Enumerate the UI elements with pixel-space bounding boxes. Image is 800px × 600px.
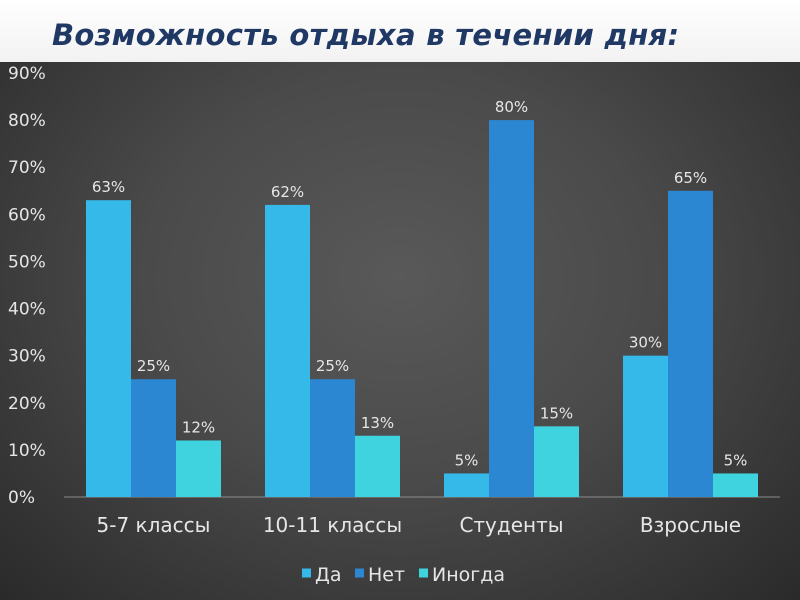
y-tick-label: 20% bbox=[8, 394, 46, 414]
bar-Да-2 bbox=[265, 204, 310, 497]
bar-Да-1 bbox=[86, 200, 131, 497]
data-label: 30% bbox=[629, 334, 662, 352]
y-tick-label: 30% bbox=[8, 347, 46, 367]
legend-label: Иногда bbox=[432, 564, 505, 586]
y-tick-label: 10% bbox=[8, 441, 46, 461]
bar-chart: 0% 10% 20% 30% 40% 50% 60% 70% 80% 90% 63% 25% 12% 5-… bbox=[8, 64, 780, 586]
data-label: 80% bbox=[495, 98, 528, 116]
category-label: Студенты bbox=[459, 513, 563, 537]
legend-swatch-Иногда bbox=[419, 568, 428, 578]
data-label: 5% bbox=[455, 451, 479, 469]
category-label: Взрослые bbox=[640, 513, 741, 537]
y-tick-label: 60% bbox=[8, 205, 46, 225]
bar-Нет-2 bbox=[310, 379, 355, 497]
chart-area: 0% 10% 20% 30% 40% 50% 60% 70% 80% 90% 63% 25% 12% 5-… bbox=[0, 62, 800, 600]
category-label: 5-7 классы bbox=[97, 513, 211, 537]
legend-swatch-Нет bbox=[355, 568, 364, 578]
data-label: 12% bbox=[182, 418, 215, 436]
bar-Иногда-3 bbox=[534, 426, 579, 497]
y-tick-label: 80% bbox=[8, 111, 46, 131]
y-tick-label: 70% bbox=[8, 158, 46, 178]
data-label: 25% bbox=[316, 357, 349, 375]
bar-Иногда-1 bbox=[176, 440, 221, 497]
bar-Нет-4 bbox=[668, 190, 713, 497]
legend-label: Да bbox=[315, 564, 342, 586]
bar-Да-4 bbox=[623, 355, 668, 497]
page-title: Возможность отдыха в течении дня: bbox=[52, 18, 680, 52]
bar-Нет-3 bbox=[489, 120, 534, 497]
bar-Нет-1 bbox=[131, 379, 176, 497]
bar-Иногда-4 bbox=[713, 473, 758, 497]
data-label: 15% bbox=[540, 404, 573, 422]
data-label: 5% bbox=[724, 451, 748, 469]
y-tick-label: 40% bbox=[8, 300, 46, 320]
data-label: 62% bbox=[271, 183, 304, 201]
y-tick-label: 0% bbox=[8, 488, 35, 508]
y-tick-label: 90% bbox=[8, 64, 46, 84]
bar-Иногда-2 bbox=[355, 435, 400, 497]
category-label: 10-11 классы bbox=[263, 513, 402, 537]
bar-Да-3 bbox=[444, 473, 489, 497]
data-label: 25% bbox=[137, 357, 170, 375]
legend-label: Нет bbox=[368, 564, 405, 586]
data-label: 65% bbox=[674, 169, 707, 187]
data-label: 63% bbox=[92, 178, 125, 196]
data-label: 13% bbox=[361, 414, 394, 432]
title-band: Возможность отдыха в течении дня: bbox=[0, 0, 800, 62]
y-tick-label: 50% bbox=[8, 252, 46, 272]
legend-swatch-Да bbox=[302, 568, 311, 578]
